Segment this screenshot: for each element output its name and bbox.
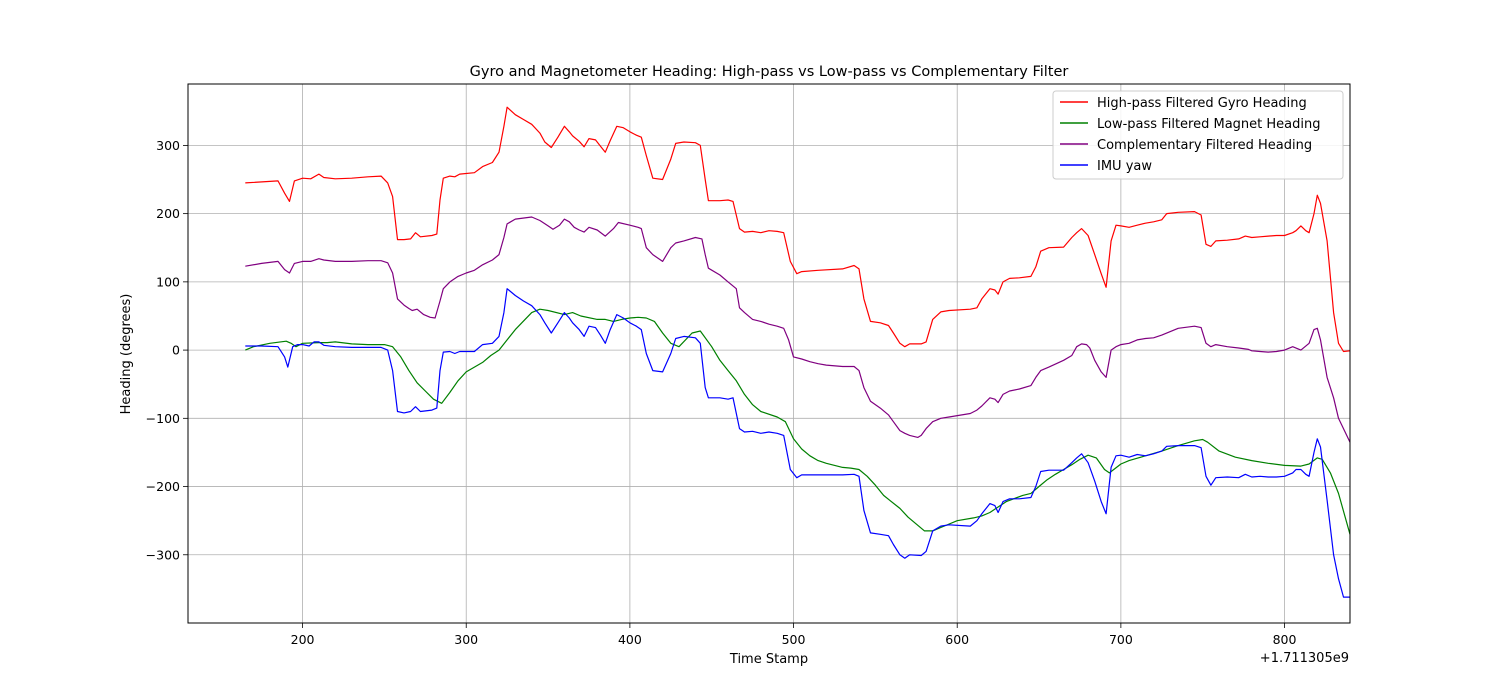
legend-label-1: High-pass Filtered Gyro Heading xyxy=(1097,96,1307,111)
series-lines xyxy=(245,106,1351,598)
y-tick-label: −200 xyxy=(146,479,180,494)
x-axis-ticks: 200 300 400 500 600 700 800 xyxy=(291,623,1297,647)
y-axis-ticks: −300 −200 −100 0 100 200 300 xyxy=(146,138,188,562)
y-tick-label: 0 xyxy=(172,343,180,358)
x-tick-label: 300 xyxy=(454,632,478,647)
y-tick-label: 100 xyxy=(156,274,180,289)
x-tick-label: 600 xyxy=(945,632,969,647)
y-tick-label: −300 xyxy=(146,547,180,562)
x-axis-offset-label: +1.711305e9 xyxy=(1260,651,1349,666)
y-tick-label: −100 xyxy=(146,411,180,426)
y-tick-label: 300 xyxy=(156,138,180,153)
x-tick-label: 700 xyxy=(1109,632,1133,647)
x-tick-label: 400 xyxy=(618,632,642,647)
series-line-1 xyxy=(245,106,1351,353)
x-tick-label: 500 xyxy=(782,632,806,647)
series-line-4 xyxy=(245,288,1350,598)
legend-box xyxy=(1052,90,1344,180)
x-tick-label: 800 xyxy=(1273,632,1297,647)
series-line-3 xyxy=(245,216,1351,443)
y-tick-label: 200 xyxy=(156,206,180,221)
chart-title: Gyro and Magnetometer Heading: High-pass… xyxy=(470,64,1069,80)
legend-label-4: IMU yaw xyxy=(1097,159,1152,174)
legend: High-pass Filtered Gyro Heading Low-pass … xyxy=(1052,90,1344,180)
x-axis-label: Time Stamp xyxy=(729,652,808,667)
legend-label-2: Low-pass Filtered Magnet Heading xyxy=(1097,117,1320,132)
x-tick-label: 200 xyxy=(291,632,315,647)
series-line-2 xyxy=(245,308,1351,535)
y-axis-label: Heading (degrees) xyxy=(119,294,134,415)
plot-area-frame xyxy=(187,83,1351,624)
legend-label-3: Complementary Filtered Heading xyxy=(1097,138,1312,153)
